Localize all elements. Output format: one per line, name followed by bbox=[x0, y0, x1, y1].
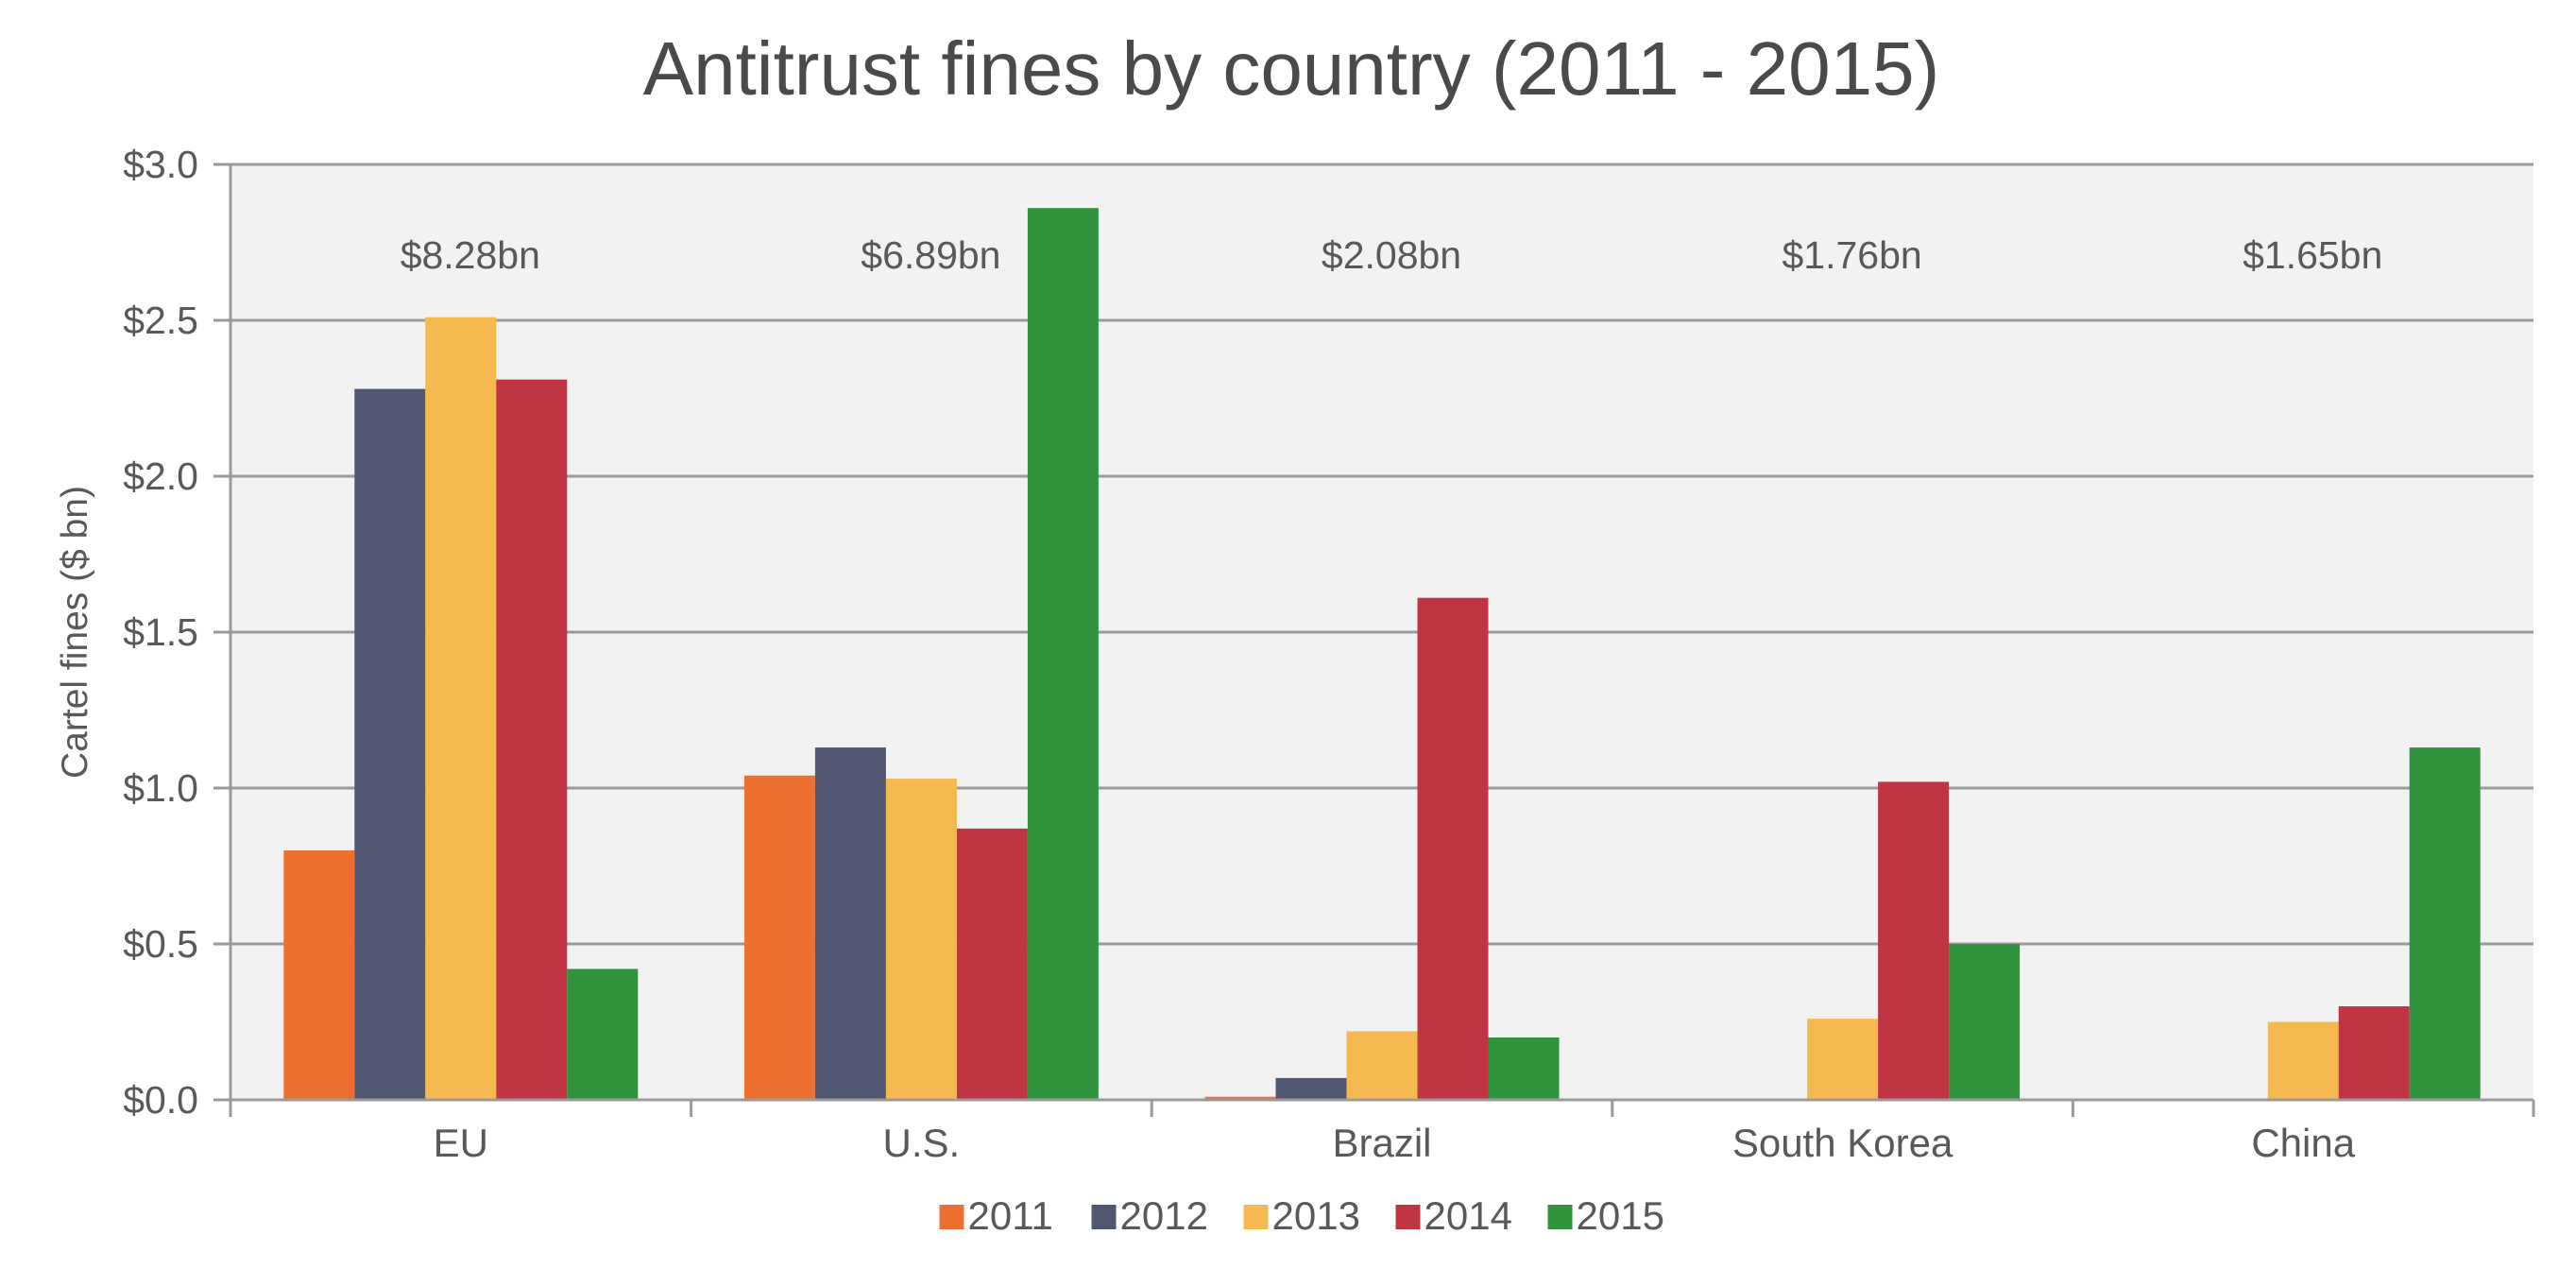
bar-eu-2012 bbox=[354, 388, 426, 1101]
bar-eu-2013 bbox=[425, 317, 497, 1100]
y-axis-label: Cartel fines ($ bn) bbox=[55, 486, 95, 779]
total-annotation: $2.08bn bbox=[1322, 233, 1461, 277]
legend-swatch bbox=[1243, 1205, 1269, 1229]
legend-label: 2015 bbox=[1577, 1193, 1664, 1238]
y-tick-label: $2.0 bbox=[123, 454, 198, 498]
total-annotation: $1.65bn bbox=[2243, 233, 2382, 277]
total-annotation: $8.28bn bbox=[401, 233, 540, 277]
legend-label: 2014 bbox=[1424, 1193, 1512, 1238]
legend-label: 2012 bbox=[1120, 1193, 1208, 1238]
y-tick-label: $1.0 bbox=[123, 766, 198, 810]
bar-south-korea-2013 bbox=[1807, 1019, 1879, 1100]
x-tick-label: China bbox=[2251, 1121, 2355, 1165]
y-tick-label: $0.0 bbox=[123, 1078, 198, 1122]
x-tick-label: Brazil bbox=[1332, 1121, 1431, 1165]
legend-label: 2013 bbox=[1272, 1193, 1360, 1238]
x-tick-label: EU bbox=[434, 1121, 488, 1165]
y-tick-label: $2.5 bbox=[123, 299, 198, 342]
bar-brazil-2013 bbox=[1346, 1031, 1418, 1100]
legend-label: 2011 bbox=[968, 1193, 1053, 1238]
y-tick-label: $1.5 bbox=[123, 610, 198, 654]
legend-swatch bbox=[1395, 1205, 1421, 1229]
bar-u-s-2015 bbox=[1027, 208, 1099, 1100]
bar-u-s-2011 bbox=[743, 775, 815, 1100]
bar-south-korea-2014 bbox=[1878, 781, 1950, 1100]
bar-u-s-2012 bbox=[814, 747, 886, 1100]
bar-brazil-2015 bbox=[1488, 1037, 1560, 1100]
total-annotation: $6.89bn bbox=[861, 233, 1000, 277]
y-tick-label: $0.5 bbox=[123, 922, 198, 966]
bar-brazil-2014 bbox=[1417, 597, 1489, 1100]
bar-eu-2014 bbox=[496, 379, 568, 1100]
labels: $0.0 $0.5 $1.0 $1.5 $2.0 $2.5 $3.0 EU $8.28bn U.S… bbox=[123, 143, 2382, 1165]
bar-china-2013 bbox=[2267, 1021, 2339, 1100]
bar-u-s-2013 bbox=[885, 779, 957, 1100]
bars bbox=[283, 208, 2481, 1101]
legend: 2011 2012 2013 2014 2015 bbox=[939, 1193, 1664, 1238]
legend-swatch bbox=[1547, 1205, 1573, 1229]
total-annotation: $1.76bn bbox=[1782, 233, 1921, 277]
bar-u-s-2014 bbox=[956, 828, 1028, 1100]
axes bbox=[213, 163, 2535, 1117]
x-tick-label: U.S. bbox=[883, 1121, 961, 1165]
legend-swatch bbox=[1091, 1205, 1117, 1229]
chart-title: Antitrust fines by country (2011 - 2015) bbox=[643, 26, 1940, 111]
bar-south-korea-2015 bbox=[1949, 944, 2021, 1100]
bar-brazil-2011 bbox=[1204, 1096, 1276, 1100]
gridlines bbox=[230, 163, 2533, 946]
bar-china-2014 bbox=[2338, 1006, 2410, 1100]
x-tick-label: South Korea bbox=[1732, 1121, 1953, 1165]
y-tick-label: $3.0 bbox=[123, 143, 198, 186]
bar-brazil-2012 bbox=[1275, 1077, 1347, 1100]
bar-eu-2011 bbox=[283, 850, 355, 1100]
bar-eu-2015 bbox=[567, 969, 639, 1100]
bar-china-2015 bbox=[2409, 747, 2481, 1100]
legend-swatch bbox=[939, 1205, 964, 1229]
